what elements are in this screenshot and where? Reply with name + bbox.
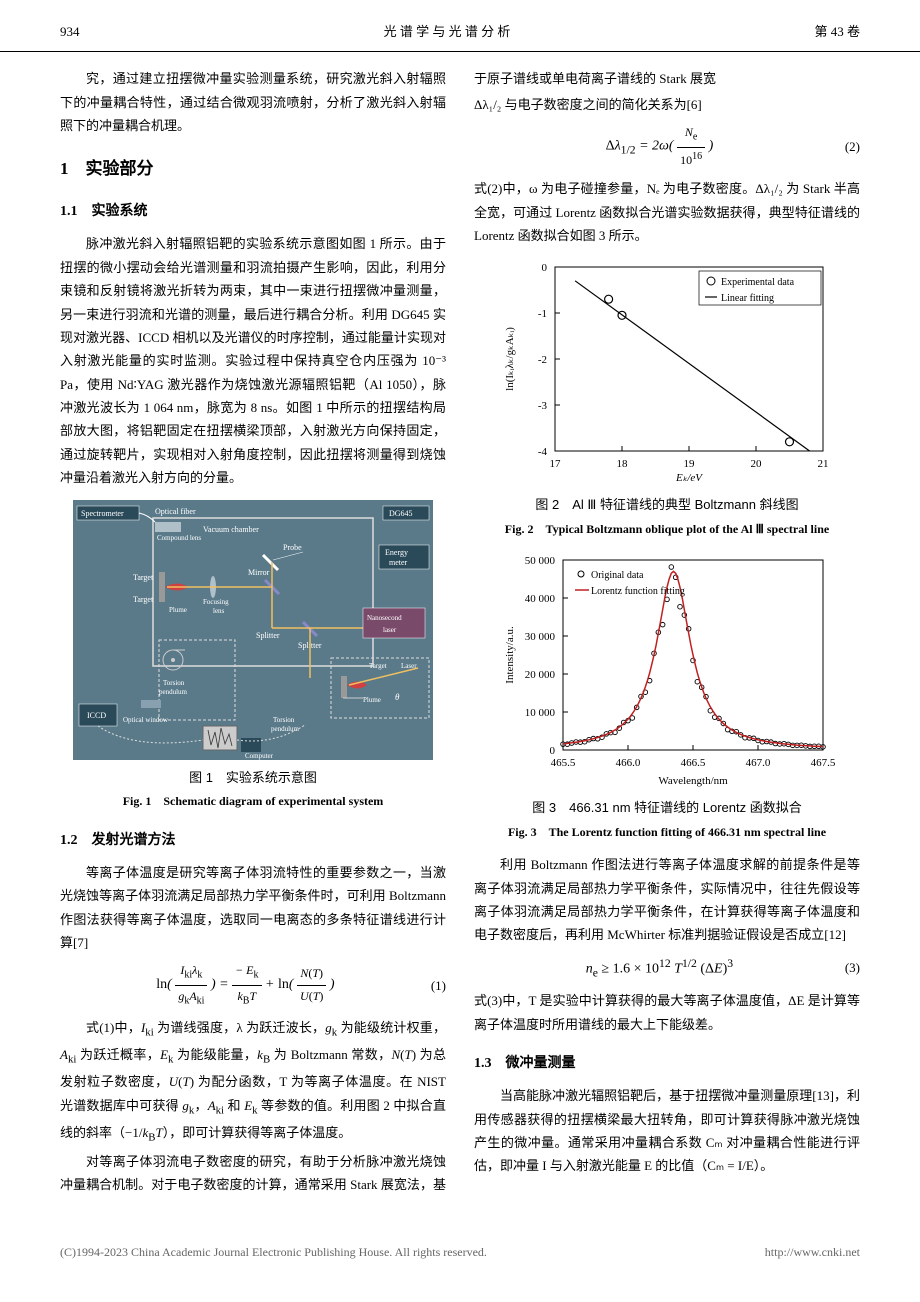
svg-text:pendulum: pendulum bbox=[159, 688, 188, 696]
svg-text:467.5: 467.5 bbox=[811, 757, 836, 769]
svg-text:465.5: 465.5 bbox=[551, 757, 576, 769]
svg-text:Lorentz function fitting: Lorentz function fitting bbox=[591, 586, 685, 597]
svg-text:0: 0 bbox=[550, 745, 556, 757]
svg-text:Mirror: Mirror bbox=[248, 568, 270, 577]
subsection-1-2-para4: Δλ₁/₂ 与电子数密度之间的简化关系为[6] bbox=[474, 93, 860, 116]
volume: 第 43 卷 bbox=[814, 20, 860, 43]
svg-text:Focusing: Focusing bbox=[203, 598, 229, 606]
svg-text:19: 19 bbox=[684, 458, 696, 470]
subsection-1-2-para5: 式(2)中，ω 为电子碰撞参量，Nₑ 为电子数密度。Δλ₁/₂ 为 Stark … bbox=[474, 177, 860, 247]
svg-text:Wavelength/nm: Wavelength/nm bbox=[658, 775, 728, 787]
equation-1: ln( IkiλkgkAki ) = − EkkBT + ln( N(T)U(T… bbox=[60, 960, 446, 1010]
svg-text:10 000: 10 000 bbox=[525, 707, 556, 719]
svg-text:Experimental data: Experimental data bbox=[721, 277, 795, 288]
fig2-caption-en: Fig. 2 Typical Boltzmann oblique plot of… bbox=[474, 519, 860, 541]
page-number: 934 bbox=[60, 20, 80, 43]
svg-text:Splitter: Splitter bbox=[256, 631, 280, 640]
svg-text:467.0: 467.0 bbox=[746, 757, 771, 769]
svg-text:Target: Target bbox=[133, 573, 154, 582]
fig3-caption-en: Fig. 3 The Lorentz function fitting of 4… bbox=[474, 822, 860, 844]
subsection-1-2-para6: 利用 Boltzmann 作图法进行等离子体温度求解的前提条件是等离子体羽流满足… bbox=[474, 853, 860, 947]
svg-text:θ: θ bbox=[395, 692, 400, 702]
svg-text:laser: laser bbox=[383, 626, 397, 634]
svg-text:Target: Target bbox=[133, 595, 154, 604]
footer-url: http://www.cnki.net bbox=[765, 1242, 860, 1264]
svg-text:50 000: 50 000 bbox=[525, 555, 556, 567]
svg-text:Torsion: Torsion bbox=[273, 716, 295, 724]
svg-text:20: 20 bbox=[751, 458, 763, 470]
svg-text:18: 18 bbox=[617, 458, 629, 470]
equation-2: Δλ1/2 = 2ω( Ne1016 ) (2) bbox=[474, 122, 860, 171]
svg-text:-3: -3 bbox=[538, 400, 548, 412]
svg-text:Linear fitting: Linear fitting bbox=[721, 293, 774, 304]
subsection-1-1-para: 脉冲激光斜入射辐照铝靶的实验系统示意图如图 1 所示。由于扭摆的微小摆动会给光谱… bbox=[60, 232, 446, 489]
svg-text:Vacuum chamber: Vacuum chamber bbox=[203, 525, 259, 534]
svg-text:Energy: Energy bbox=[385, 548, 408, 557]
svg-text:Eₖ/eV: Eₖ/eV bbox=[675, 472, 703, 484]
copyright: (C)1994-2023 China Academic Journal Elec… bbox=[60, 1242, 487, 1264]
subsection-1-3-para: 当高能脉冲激光辐照铝靶后，基于扭摆微冲量测量原理[13]，利用传感器获得的扭摆横… bbox=[474, 1084, 860, 1178]
subsection-1-2-para1: 等离子体温度是研究等离子体羽流特性的重要参数之一，当激光烧蚀等离子体羽流满足局部… bbox=[60, 861, 446, 955]
svg-text:Spectrometer: Spectrometer bbox=[81, 509, 124, 518]
subsection-1-2-title: 1.2 发射光谱方法 bbox=[60, 827, 446, 853]
svg-text:Torsion: Torsion bbox=[163, 679, 185, 687]
svg-text:-2: -2 bbox=[538, 354, 547, 366]
svg-text:17: 17 bbox=[550, 458, 562, 470]
subsection-1-1-title: 1.1 实验系统 bbox=[60, 198, 446, 224]
svg-text:0: 0 bbox=[542, 262, 548, 274]
svg-text:21: 21 bbox=[818, 458, 829, 470]
svg-text:-1: -1 bbox=[538, 308, 547, 320]
svg-text:466.0: 466.0 bbox=[616, 757, 641, 769]
intro-paragraph: 究，通过建立扭摆微冲量实验测量系统，研究激光斜入射辐照下的冲量耦合特性，通过结合… bbox=[60, 67, 446, 137]
svg-text:lens: lens bbox=[213, 607, 225, 615]
svg-text:Original data: Original data bbox=[591, 570, 644, 581]
fig1-caption-en: Fig. 1 Schematic diagram of experimental… bbox=[60, 791, 446, 813]
section-1-title: 1 实验部分 bbox=[60, 154, 446, 185]
svg-text:Compound lens: Compound lens bbox=[157, 534, 201, 542]
svg-text:Nanosecond: Nanosecond bbox=[367, 614, 402, 622]
equation-3: ne ≥ 1.6 × 1012 T1/2 (ΔE)3 (3) bbox=[474, 953, 860, 983]
svg-text:Plume: Plume bbox=[169, 606, 187, 614]
svg-text:466.5: 466.5 bbox=[681, 757, 706, 769]
svg-text:20 000: 20 000 bbox=[525, 669, 556, 681]
figure-3: 465.5 466.0 466.5 467.0 467.5 0 10 000 20 000 30… bbox=[474, 550, 860, 843]
content-area: 究，通过建立扭摆微冲量实验测量系统，研究激光斜入射辐照下的冲量耦合特性，通过结合… bbox=[0, 52, 920, 1232]
svg-text:DG645: DG645 bbox=[389, 509, 413, 518]
fig2-caption-cn: 图 2 Al Ⅲ 特征谱线的典型 Boltzmann 斜线图 bbox=[474, 493, 860, 516]
page-header: 934 光 谱 学 与 光 谱 分 析 第 43 卷 bbox=[0, 0, 920, 52]
svg-text:Computer: Computer bbox=[245, 752, 274, 760]
footer: (C)1994-2023 China Academic Journal Elec… bbox=[0, 1232, 920, 1274]
subsection-1-2-para7: 式(3)中，T 是实验中计算获得的最大等离子体温度值，ΔE 是计算等离子体温度时… bbox=[474, 989, 860, 1036]
svg-text:Intensity/a.u.: Intensity/a.u. bbox=[504, 626, 516, 684]
figure-2-chart: 17 18 19 20 21 -4 -3 -2 -1 0 Eₖ/eV ln(Iₖᵢλₖ/gₖAₖᵢ) E… bbox=[497, 257, 837, 487]
svg-text:Target: Target bbox=[369, 662, 387, 670]
svg-text:Laser: Laser bbox=[401, 662, 417, 670]
figure-1-svg: Spectrometer Optical fiber DG645 Compoun… bbox=[73, 500, 433, 760]
svg-text:pendulum: pendulum bbox=[271, 725, 300, 733]
svg-text:Plume: Plume bbox=[363, 696, 381, 704]
svg-text:Optical window: Optical window bbox=[123, 716, 169, 724]
svg-text:30 000: 30 000 bbox=[525, 631, 556, 643]
figure-3-chart: 465.5 466.0 466.5 467.0 467.5 0 10 000 20 000 30… bbox=[497, 550, 837, 790]
svg-text:ln(Iₖᵢλₖ/gₖAₖᵢ): ln(Iₖᵢλₖ/gₖAₖᵢ) bbox=[504, 327, 516, 391]
subsection-1-3-title: 1.3 微冲量测量 bbox=[474, 1050, 860, 1076]
figure-2: 17 18 19 20 21 -4 -3 -2 -1 0 Eₖ/eV ln(Iₖᵢλₖ/gₖAₖᵢ) E… bbox=[474, 257, 860, 540]
svg-text:40 000: 40 000 bbox=[525, 593, 556, 605]
fig1-caption-cn: 图 1 实验系统示意图 bbox=[60, 766, 446, 789]
svg-text:ICCD: ICCD bbox=[87, 711, 106, 720]
svg-text:Optical fiber: Optical fiber bbox=[155, 507, 196, 516]
subsection-1-2-para2: 式(1)中，Iki 为谱线强度，λ 为跃迁波长，gk 为能级统计权重，Aki 为… bbox=[60, 1016, 446, 1148]
figure-1: Spectrometer Optical fiber DG645 Compoun… bbox=[60, 500, 446, 813]
journal-name: 光 谱 学 与 光 谱 分 析 bbox=[384, 20, 511, 43]
svg-text:meter: meter bbox=[389, 558, 408, 567]
svg-text:Probe: Probe bbox=[283, 543, 302, 552]
svg-text:-4: -4 bbox=[538, 446, 548, 458]
fig3-caption-cn: 图 3 466.31 nm 特征谱线的 Lorentz 函数拟合 bbox=[474, 796, 860, 819]
